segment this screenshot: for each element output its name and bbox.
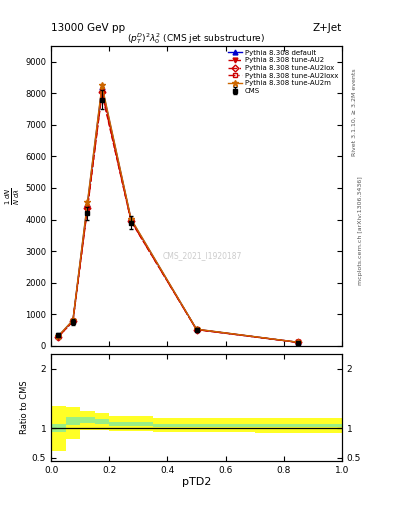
Pythia 8.308 tune-AU2loxx	[129, 218, 134, 224]
Pythia 8.308 default	[296, 339, 301, 346]
Pythia 8.308 tune-AU2m	[194, 326, 199, 332]
Text: mcplots.cern.ch [arXiv:1306.3436]: mcplots.cern.ch [arXiv:1306.3436]	[358, 176, 363, 285]
Pythia 8.308 tune-AU2	[194, 327, 199, 333]
Pythia 8.308 tune-AU2	[100, 90, 105, 96]
Pythia 8.308 tune-AU2	[71, 318, 75, 325]
Line: Pythia 8.308 tune-AU2loxx: Pythia 8.308 tune-AU2loxx	[56, 88, 301, 345]
Pythia 8.308 tune-AU2loxx	[71, 318, 75, 324]
Pythia 8.308 tune-AU2loxx	[100, 87, 105, 93]
Pythia 8.308 default	[194, 326, 199, 332]
Pythia 8.308 tune-AU2	[129, 218, 134, 224]
Pythia 8.308 tune-AU2lox	[85, 204, 90, 210]
Pythia 8.308 tune-AU2loxx	[194, 326, 199, 332]
Pythia 8.308 default	[85, 201, 90, 207]
Text: Z+Jet: Z+Jet	[313, 23, 342, 33]
Pythia 8.308 tune-AU2lox	[194, 327, 199, 333]
Pythia 8.308 tune-AU2lox	[129, 218, 134, 224]
Legend: Pythia 8.308 default, Pythia 8.308 tune-AU2, Pythia 8.308 tune-AU2lox, Pythia 8.: Pythia 8.308 default, Pythia 8.308 tune-…	[227, 48, 340, 96]
Pythia 8.308 tune-AU2lox	[56, 334, 61, 340]
X-axis label: pTD2: pTD2	[182, 477, 211, 487]
Text: 13000 GeV pp: 13000 GeV pp	[51, 23, 125, 33]
Title: $(p_T^D)^2\lambda_0^2$ (CMS jet substructure): $(p_T^D)^2\lambda_0^2$ (CMS jet substruc…	[127, 31, 266, 46]
Pythia 8.308 default	[56, 333, 61, 339]
Line: Pythia 8.308 tune-AU2: Pythia 8.308 tune-AU2	[56, 91, 301, 345]
Pythia 8.308 tune-AU2loxx	[296, 339, 301, 346]
Line: Pythia 8.308 default: Pythia 8.308 default	[56, 84, 301, 345]
Pythia 8.308 tune-AU2	[56, 334, 61, 340]
Pythia 8.308 tune-AU2loxx	[85, 204, 90, 210]
Pythia 8.308 tune-AU2m	[71, 317, 75, 323]
Pythia 8.308 tune-AU2m	[85, 199, 90, 205]
Line: Pythia 8.308 tune-AU2lox: Pythia 8.308 tune-AU2lox	[56, 90, 301, 345]
Text: Rivet 3.1.10, ≥ 3.2M events: Rivet 3.1.10, ≥ 3.2M events	[352, 69, 357, 157]
Pythia 8.308 default	[100, 84, 105, 90]
Line: Pythia 8.308 tune-AU2m: Pythia 8.308 tune-AU2m	[55, 82, 302, 346]
Pythia 8.308 tune-AU2	[296, 339, 301, 346]
Y-axis label: $\frac{1}{N}\frac{dN}{d\lambda}$: $\frac{1}{N}\frac{dN}{d\lambda}$	[4, 187, 22, 205]
Pythia 8.308 tune-AU2	[85, 205, 90, 211]
Pythia 8.308 tune-AU2m	[296, 339, 301, 346]
Text: CMS_2021_I1920187: CMS_2021_I1920187	[163, 251, 242, 260]
Pythia 8.308 tune-AU2m	[100, 82, 105, 89]
Pythia 8.308 tune-AU2lox	[296, 339, 301, 346]
Pythia 8.308 tune-AU2lox	[71, 318, 75, 324]
Y-axis label: Ratio to CMS: Ratio to CMS	[20, 380, 29, 434]
Pythia 8.308 tune-AU2loxx	[56, 333, 61, 339]
Pythia 8.308 tune-AU2m	[56, 333, 61, 339]
Pythia 8.308 tune-AU2lox	[100, 89, 105, 95]
Pythia 8.308 tune-AU2m	[129, 216, 134, 222]
Pythia 8.308 default	[129, 217, 134, 223]
Pythia 8.308 default	[71, 317, 75, 324]
